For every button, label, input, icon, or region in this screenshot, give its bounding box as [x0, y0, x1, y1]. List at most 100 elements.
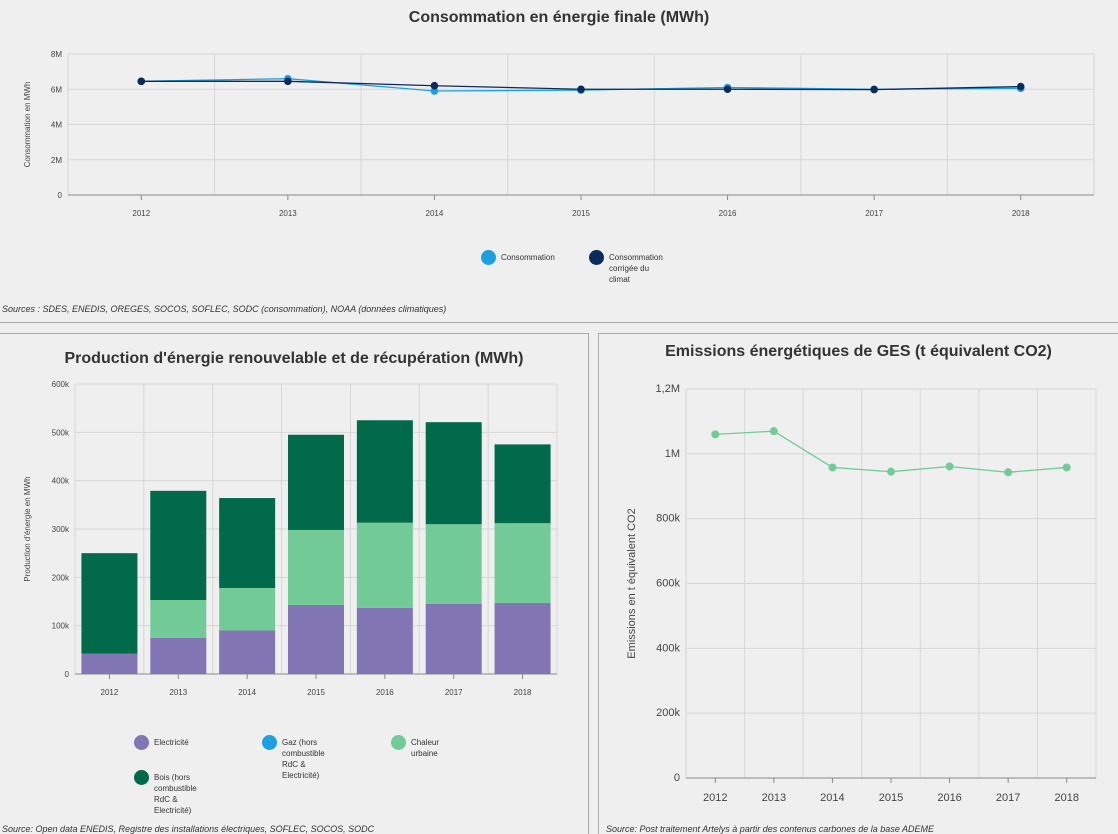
production-chart: 0 100k 200k 300k 400k 500k 600k 2012 2013 2014 201… [23, 380, 558, 697]
production-source: Source: Open data ENEDIS, Registre des i… [2, 824, 375, 834]
x-tick-label: 2015 [572, 209, 590, 218]
consumption-source: Sources : SDES, ENEDIS, OREGES, SOCOS, S… [2, 304, 447, 314]
data-point [1016, 82, 1025, 91]
production-chart-title: Production d'énergie renouvelable et de … [64, 350, 524, 367]
y-tick-label: 800k [656, 513, 680, 525]
bar-segment [425, 422, 482, 525]
bar-segment [150, 600, 207, 638]
data-point [723, 85, 732, 94]
y-tick-label: 0 [674, 772, 680, 784]
bar-segment [425, 524, 482, 604]
x-tick-label: 2012 [101, 688, 119, 697]
x-tick-label: 2016 [376, 688, 394, 697]
x-tick-label: 2018 [1054, 792, 1078, 804]
y-tick-label: 4M [51, 121, 62, 130]
y-tick-label: 1,2M [656, 383, 680, 395]
y-axis-label: Consommation en MWh [23, 82, 32, 168]
series-line [715, 430, 1067, 473]
x-tick-label: 2015 [879, 792, 903, 804]
consumption-panel: Consommation en énergie finale (MWh) 0 2M… [0, 0, 1118, 323]
data-point [430, 81, 439, 90]
data-point [945, 462, 954, 471]
legend-label: Bois (hors combustible RdC & Electricité) [154, 773, 197, 815]
legend-swatch [391, 735, 406, 750]
bar-segment [425, 603, 482, 674]
legend-swatch [134, 735, 149, 750]
x-tick-label: 2013 [169, 688, 187, 697]
bar-segment [288, 529, 344, 605]
y-tick-label: 200k [656, 707, 680, 719]
y-tick-label: 100k [52, 622, 70, 631]
data-point [769, 427, 778, 436]
bar-segment [81, 653, 138, 674]
y-tick-label: 400k [52, 477, 70, 486]
x-tick-label: 2018 [1012, 209, 1030, 218]
bar-segment [81, 553, 138, 654]
data-point [1004, 468, 1013, 477]
legend-label: Consommation corrigée du climat [609, 253, 663, 284]
data-point [828, 463, 837, 472]
legend-swatch [262, 735, 277, 750]
x-tick-label: 2013 [279, 209, 297, 218]
data-point [284, 77, 292, 86]
y-tick-label: 8M [51, 50, 62, 59]
y-axis-label: Production d'énergie en MWh [23, 476, 32, 581]
y-tick-label: 600k [52, 380, 70, 389]
x-tick-label: 2018 [514, 688, 532, 697]
bar-segment [356, 522, 413, 608]
x-tick-label: 2016 [937, 792, 961, 804]
legend-label: Consommation [501, 253, 555, 262]
y-tick-label: 2M [51, 156, 62, 165]
legend-item-consommation-corrigee[interactable]: Consommation corrigée du climat [589, 250, 663, 285]
x-tick-label: 2013 [762, 792, 786, 804]
legend-item-gaz[interactable]: Gaz (hors combustible RdC & Electricité) [262, 735, 325, 781]
x-tick-label: 2017 [865, 209, 883, 218]
y-tick-label: 200k [52, 573, 70, 582]
legend-swatch [134, 770, 149, 785]
y-tick-label: 1M [665, 448, 680, 460]
x-tick-label: 2016 [719, 209, 737, 218]
y-tick-label: 400k [656, 642, 680, 654]
y-tick-label: 0 [65, 670, 70, 679]
production-panel: Production d'énergie renouvelable et de … [0, 333, 589, 834]
y-tick-label: 600k [656, 578, 680, 590]
bar-segment [219, 498, 276, 588]
bar-segment [288, 434, 344, 530]
x-tick-label: 2017 [445, 688, 463, 697]
emissions-chart: 0 200k 400k 600k 800k 1M 1,2M 2012 2013 2014 2015 2… [626, 383, 1097, 804]
legend-label: Gaz (hors combustible RdC & Electricité) [282, 738, 325, 780]
legend-swatch [589, 250, 604, 265]
bar-segment [356, 420, 413, 523]
data-point [1062, 463, 1071, 472]
bar-segment [494, 444, 551, 524]
bar-segment [150, 637, 207, 674]
legend-item-electricite[interactable]: Electricité [134, 735, 189, 750]
emissions-panel: Emissions énergétiques de GES (t équival… [598, 333, 1118, 834]
bar-segment [219, 630, 276, 674]
consumption-chart: 0 2M 4M 6M 8M 2012 2013 2014 2015 2016 2017 2018 Con… [23, 50, 1095, 218]
data-point [870, 85, 878, 94]
x-tick-label: 2014 [426, 209, 444, 218]
bar-segment [494, 523, 551, 603]
legend-item-consommation[interactable]: Consommation [481, 250, 555, 265]
legend-swatch [481, 250, 496, 265]
bar-segment [219, 587, 276, 631]
legend-item-bois[interactable]: Bois (hors combustible RdC & Electricité) [134, 770, 197, 816]
data-point [577, 85, 585, 94]
y-tick-label: 500k [52, 428, 70, 437]
x-tick-label: 2017 [996, 792, 1020, 804]
emissions-source: Source: Post traitement Artelys à partir… [606, 824, 934, 834]
bar-segment [494, 602, 551, 674]
data-point [137, 77, 146, 86]
data-point [430, 87, 439, 95]
consumption-chart-title: Consommation en énergie finale (MWh) [408, 9, 710, 26]
x-tick-label: 2012 [132, 209, 150, 218]
x-tick-label: 2015 [307, 688, 325, 697]
x-tick-label: 2012 [703, 792, 727, 804]
legend-item-chaleur-urbaine[interactable]: Chaleur urbaine [391, 735, 439, 759]
y-axis-label: Emissions en t équivalent CO2 [626, 508, 638, 658]
x-tick-label: 2014 [820, 792, 844, 804]
y-tick-label: 300k [52, 525, 70, 534]
data-point [711, 430, 720, 439]
bar-segment [356, 607, 413, 674]
